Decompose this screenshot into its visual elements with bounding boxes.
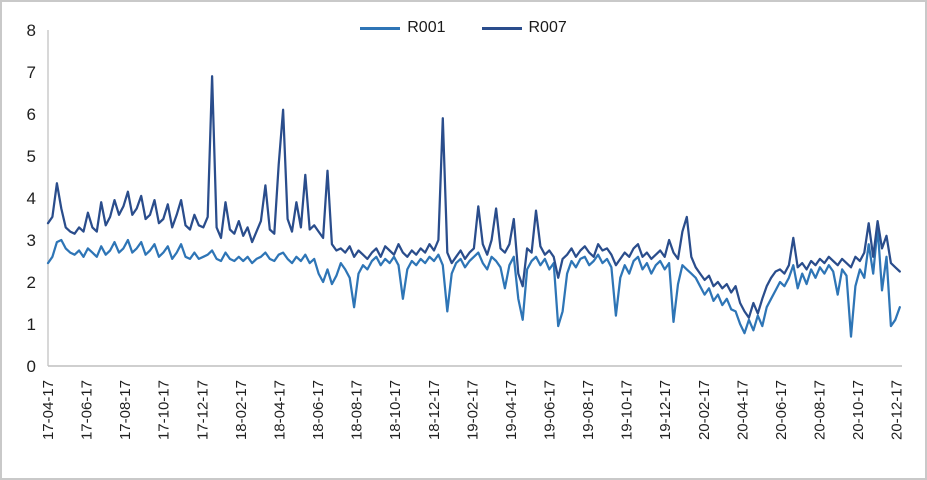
r001-line-swatch-icon — [360, 26, 401, 30]
x-tick-label: 20-08-17 — [812, 380, 829, 440]
y-tick-label: 2 — [27, 273, 36, 292]
y-tick-label: 8 — [27, 21, 36, 40]
series-line-r001 — [46, 226, 901, 338]
legend-item-r007: R007 — [481, 19, 567, 37]
series-line-r007 — [46, 75, 901, 319]
x-tick-label: 20-04-17 — [734, 380, 751, 440]
x-tick-label: 20-10-17 — [850, 380, 867, 440]
y-tick-label: 7 — [27, 63, 36, 82]
x-tick-label: 17-12-17 — [194, 380, 211, 440]
x-tick-label: 20-12-17 — [889, 380, 906, 440]
y-tick-label: 5 — [27, 147, 36, 166]
y-tick-label: 1 — [27, 315, 36, 334]
y-tick-label: 6 — [27, 105, 36, 124]
x-tick-label: 18-10-17 — [387, 380, 404, 440]
x-tick-label: 20-02-17 — [696, 380, 713, 440]
x-tick-label: 18-12-17 — [426, 380, 443, 440]
x-tick-label: 19-12-17 — [657, 380, 674, 440]
x-tick-label: 19-04-17 — [503, 380, 520, 440]
x-tick-label: 19-08-17 — [580, 380, 597, 440]
y-tick-label: 4 — [27, 189, 36, 208]
legend-label-r007: R007 — [528, 19, 567, 36]
x-tick-label: 19-02-17 — [464, 380, 481, 440]
x-tick-label: 17-10-17 — [156, 380, 173, 440]
y-tick-label: 0 — [27, 357, 36, 376]
x-tick-label: 18-06-17 — [310, 380, 327, 440]
x-tick-label: 17-06-17 — [79, 380, 96, 440]
x-tick-label: 18-08-17 — [349, 380, 366, 440]
x-tick-label: 19-10-17 — [619, 380, 636, 440]
legend-label-r001: R001 — [407, 19, 446, 36]
x-tick-label: 18-04-17 — [271, 380, 288, 440]
x-tick-label: 19-06-17 — [541, 380, 558, 440]
y-tick-label: 3 — [27, 231, 36, 250]
x-tick-label: 17-08-17 — [117, 380, 134, 440]
x-tick-label: 17-04-17 — [40, 380, 57, 440]
legend-item-r001: R001 — [360, 19, 446, 37]
r007-line-swatch-icon — [481, 26, 522, 30]
x-tick-label: 18-02-17 — [233, 380, 250, 440]
x-tick-label: 20-06-17 — [773, 380, 790, 440]
chart-legend: R001 R007 — [2, 19, 925, 37]
